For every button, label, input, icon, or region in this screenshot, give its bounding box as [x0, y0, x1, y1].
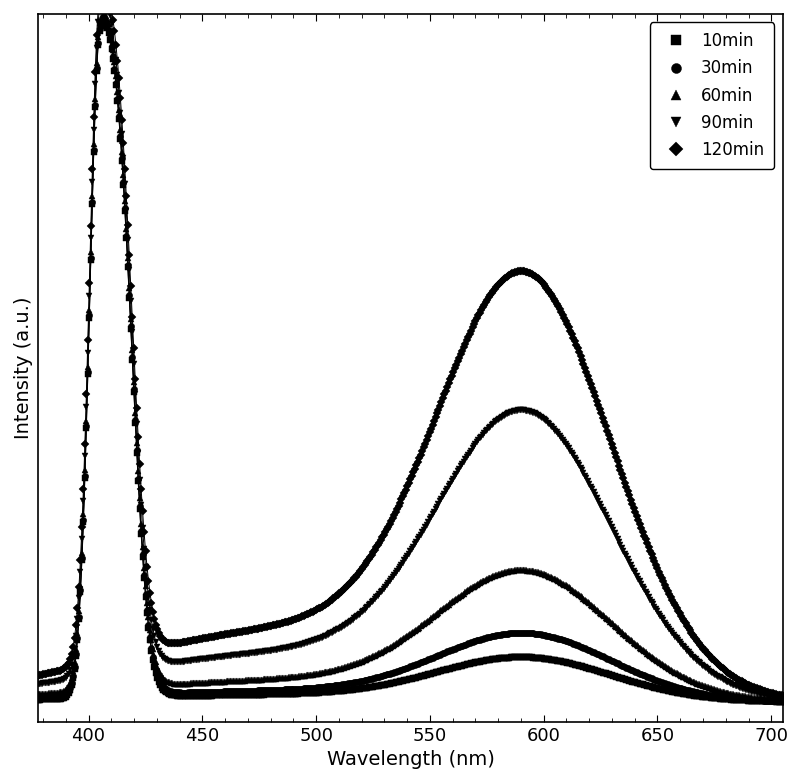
120min	[52, 667, 62, 677]
10min	[446, 663, 456, 673]
Y-axis label: Intensity (a.u.): Intensity (a.u.)	[14, 297, 33, 439]
30min	[52, 693, 62, 702]
Line: 10min: 10min	[28, 20, 796, 705]
Line: 60min: 60min	[28, 11, 796, 704]
10min	[389, 678, 398, 687]
120min	[572, 344, 581, 353]
90min	[26, 680, 36, 690]
30min	[389, 667, 398, 677]
120min	[788, 693, 797, 702]
60min	[287, 673, 296, 682]
30min	[287, 684, 296, 694]
Line: 90min: 90min	[28, 0, 796, 702]
120min	[287, 615, 296, 625]
90min	[389, 571, 398, 580]
30min	[99, 16, 108, 25]
90min	[572, 458, 581, 467]
30min	[26, 694, 36, 703]
90min	[788, 695, 797, 704]
60min	[26, 690, 36, 699]
10min	[117, 156, 127, 165]
120min	[389, 511, 398, 520]
10min	[99, 18, 108, 27]
90min	[117, 130, 127, 139]
30min	[446, 645, 456, 655]
30min	[117, 153, 127, 163]
10min	[788, 697, 797, 706]
10min	[572, 661, 581, 670]
Legend: 10min, 30min, 60min, 90min, 120min: 10min, 30min, 60min, 90min, 120min	[649, 22, 773, 169]
90min	[52, 677, 62, 686]
60min	[572, 589, 581, 598]
60min	[788, 696, 797, 705]
Line: 120min: 120min	[28, 0, 796, 701]
90min	[446, 476, 456, 485]
Line: 30min: 30min	[28, 17, 796, 705]
60min	[52, 688, 62, 698]
10min	[287, 689, 296, 698]
X-axis label: Wavelength (nm): Wavelength (nm)	[326, 750, 494, 769]
10min	[52, 695, 62, 704]
60min	[446, 597, 456, 607]
60min	[99, 9, 108, 19]
60min	[117, 147, 127, 157]
120min	[26, 672, 36, 681]
30min	[572, 640, 581, 650]
60min	[389, 640, 398, 650]
90min	[287, 642, 296, 651]
10min	[26, 695, 36, 705]
120min	[117, 115, 127, 124]
120min	[446, 371, 456, 381]
30min	[788, 697, 797, 706]
90min	[99, 0, 108, 4]
